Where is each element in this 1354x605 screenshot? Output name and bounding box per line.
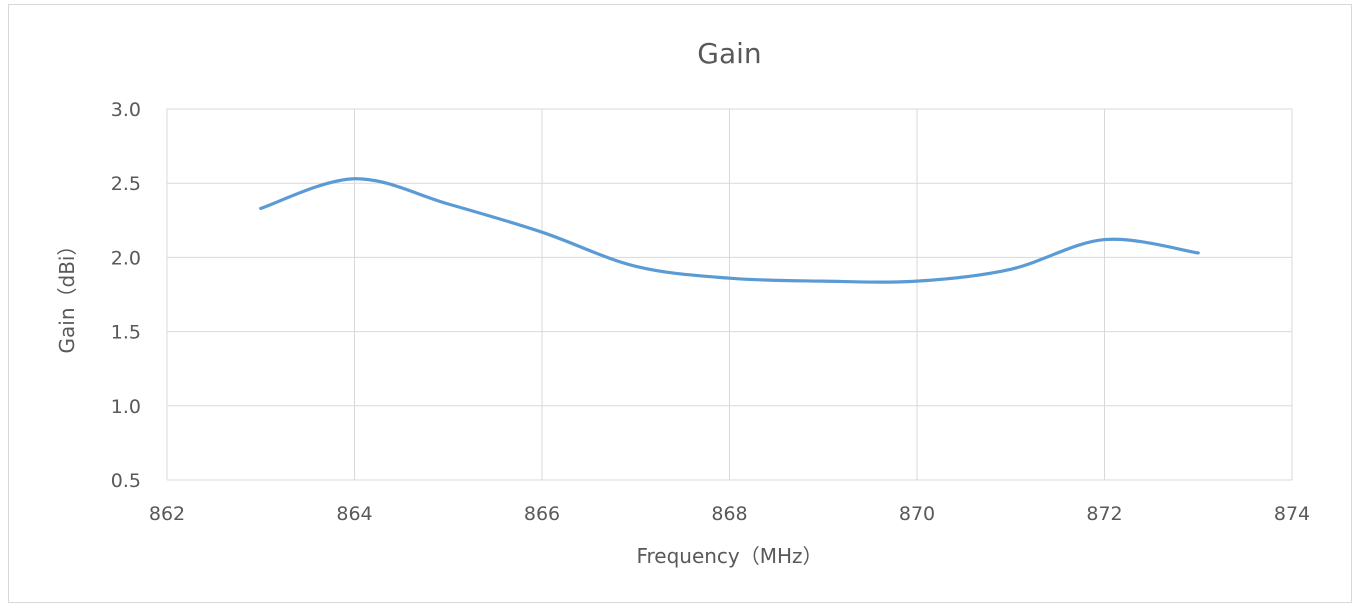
x-axis-label: Frequency（MHz） [636, 544, 822, 568]
y-tick-label: 0.5 [111, 470, 141, 492]
y-tick-label: 1.5 [111, 322, 141, 344]
chart-area: Gain 862 864 866 868 870 872 874 0.5 1.0 1.5 2.0 2.… [8, 4, 1352, 603]
x-tick-label: 874 [1274, 503, 1310, 525]
x-tick-label: 870 [899, 503, 935, 525]
gain-line-chart: Gain 862 864 866 868 870 872 874 0.5 1.0 1.5 2.0 2.… [55, 37, 1310, 568]
y-tick-label: 2.0 [111, 247, 141, 269]
x-tick-label: 872 [1086, 503, 1122, 525]
x-tick-label: 866 [524, 503, 560, 525]
y-axis-label: Gain（dBi） [55, 236, 79, 354]
series-layer [259, 177, 1200, 284]
x-tick-label: 868 [711, 503, 747, 525]
y-tick-label: 3.0 [111, 99, 141, 121]
tick-labels: 862 864 866 868 870 872 874 0.5 1.0 1.5 2.0 2.5 3.0 [111, 99, 1310, 525]
x-tick-label: 864 [336, 503, 372, 525]
chart-title: Gain [697, 37, 761, 70]
gridlines [166, 108, 1293, 481]
x-tick-label: 862 [149, 503, 185, 525]
y-tick-label: 2.5 [111, 173, 141, 195]
y-tick-label: 1.0 [111, 396, 141, 418]
gain-series-line [259, 177, 1200, 284]
